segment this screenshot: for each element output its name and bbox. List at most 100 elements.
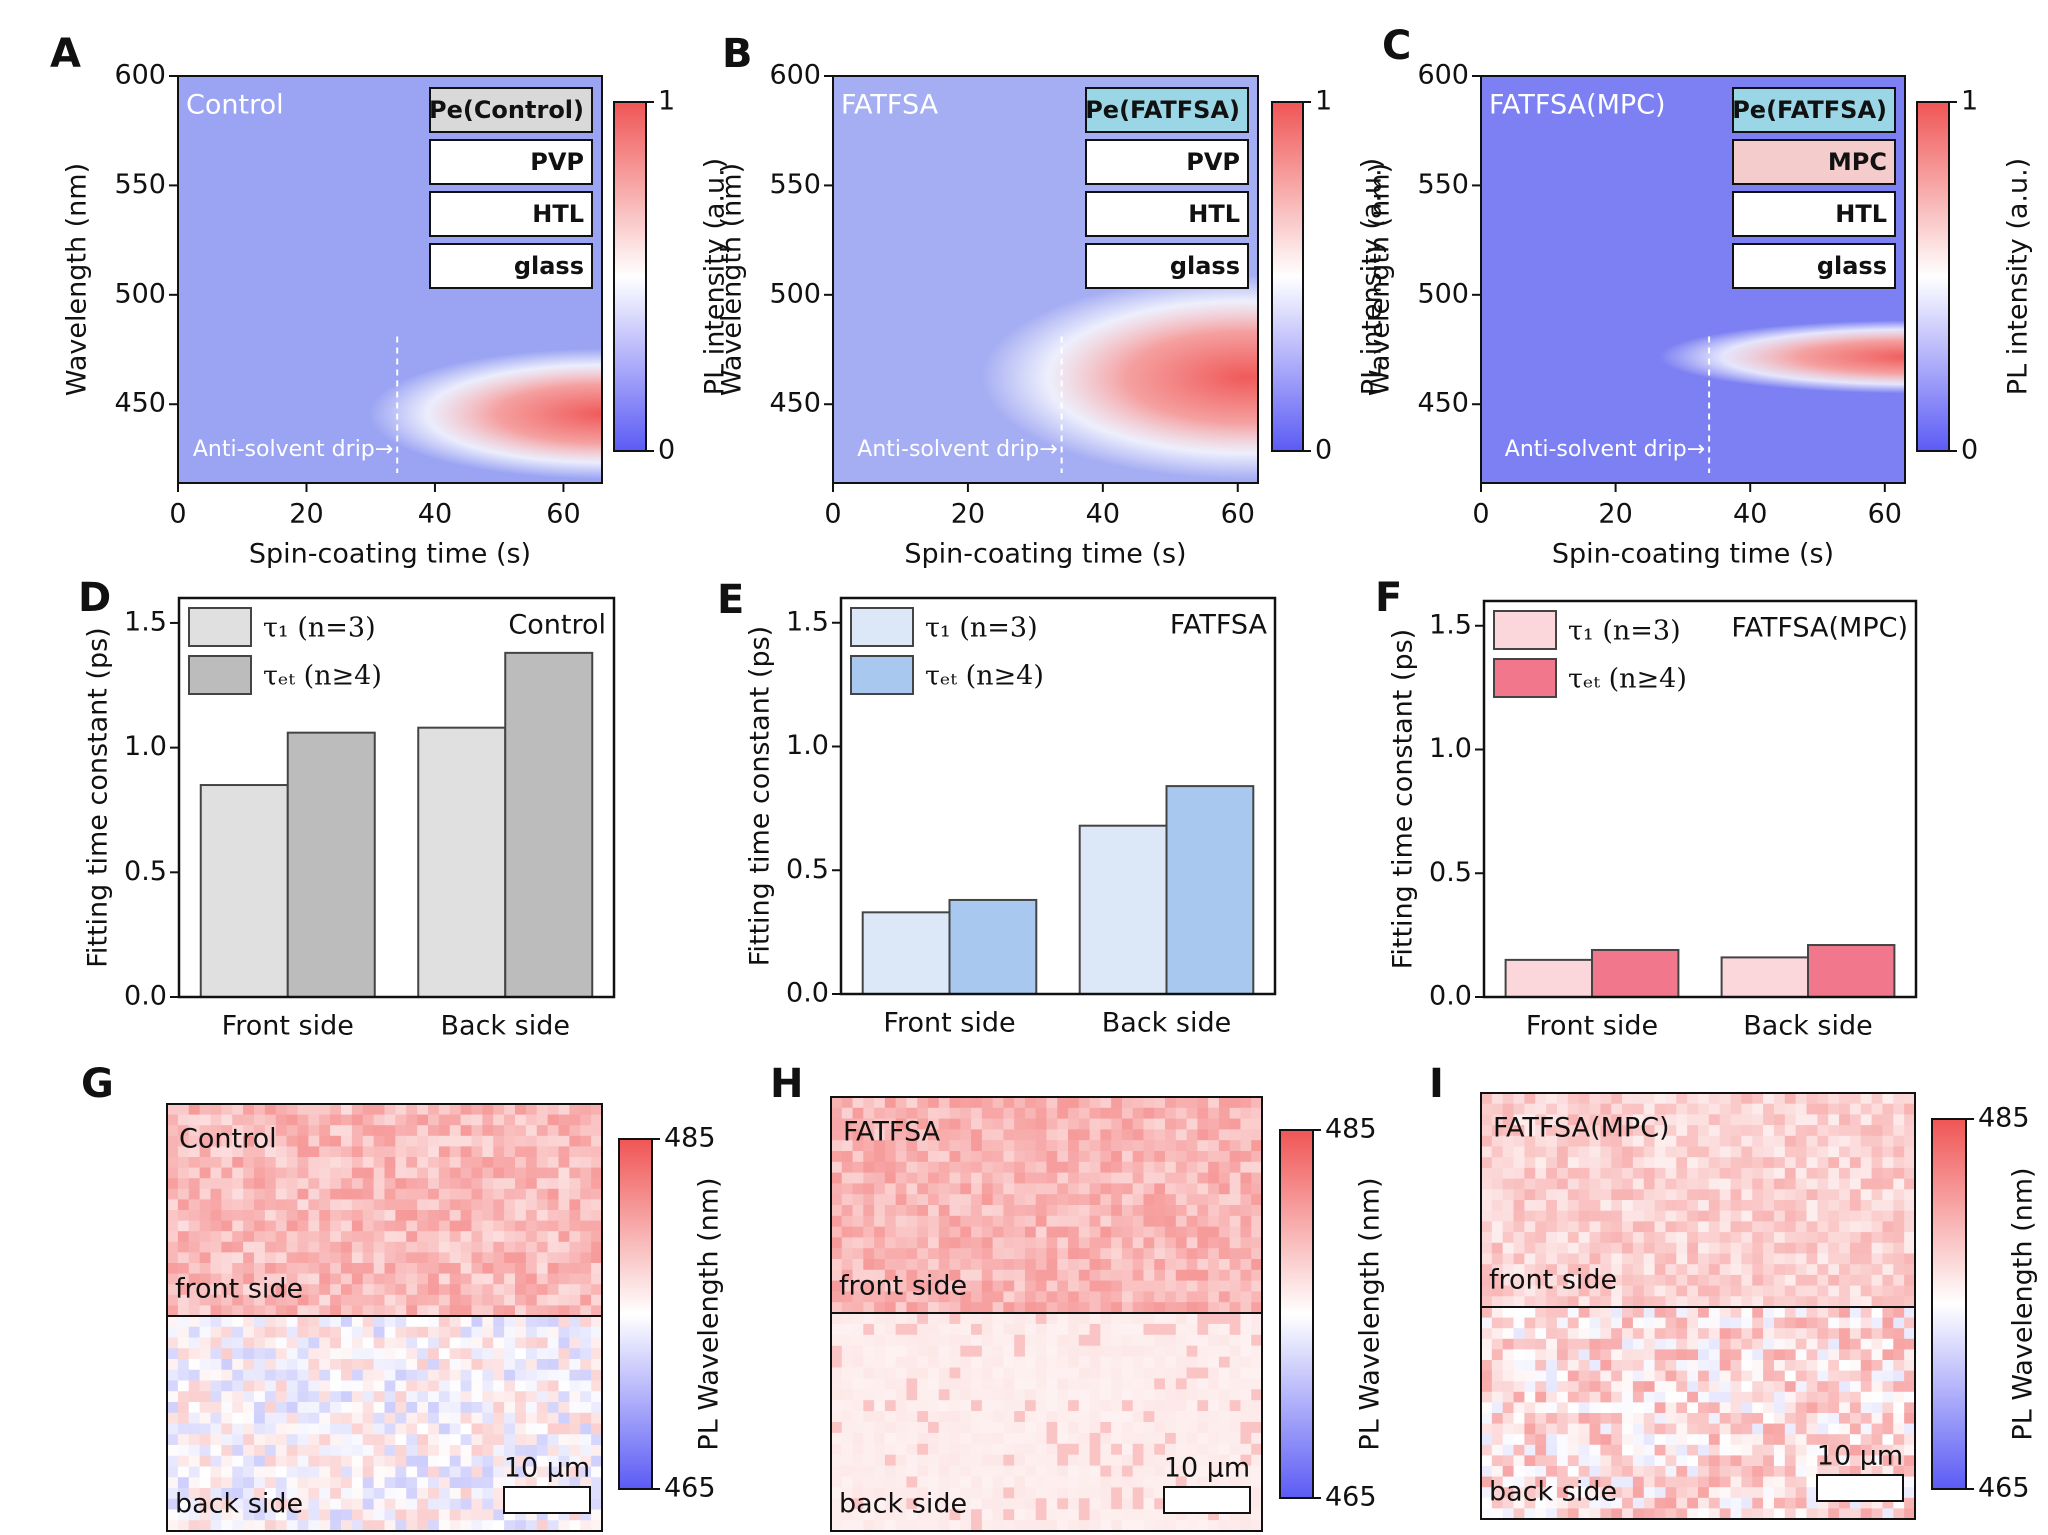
map-pixel — [1632, 1135, 1645, 1147]
map-pixel — [254, 1114, 266, 1126]
map-pixel — [1719, 1200, 1732, 1212]
map-pixel — [1057, 1140, 1069, 1152]
map-pixel — [188, 1380, 201, 1392]
map-pixel — [1003, 1194, 1015, 1206]
map-pixel — [1763, 1349, 1775, 1361]
map-pixel — [536, 1412, 549, 1424]
map-pixel — [992, 1378, 1004, 1390]
map-pixel — [1654, 1114, 1666, 1126]
map-pixel — [1904, 1103, 1916, 1115]
map-pixel — [1240, 1291, 1252, 1303]
map-pixel — [1524, 1466, 1536, 1478]
map-pixel — [167, 1220, 179, 1232]
map-pixel — [243, 1316, 255, 1328]
map-pixel — [831, 1248, 843, 1260]
map-pixel — [1676, 1285, 1688, 1297]
map-pixel — [949, 1248, 961, 1260]
map-pixel — [308, 1135, 320, 1147]
map-pixel — [373, 1114, 385, 1126]
map-pixel — [1218, 1259, 1231, 1271]
map-pixel — [1871, 1349, 1883, 1361]
map-pixel — [221, 1520, 233, 1532]
map-pixel — [1752, 1178, 1764, 1190]
y-tick-label: 450 — [769, 388, 821, 419]
map-pixel — [536, 1477, 549, 1489]
map-pixel — [395, 1337, 407, 1349]
map-pixel — [1893, 1200, 1905, 1212]
map-pixel — [1068, 1367, 1080, 1379]
map-pixel — [1491, 1146, 1504, 1158]
map-pixel — [1546, 1242, 1558, 1254]
map-pixel — [1154, 1237, 1166, 1249]
map-pixel — [1524, 1200, 1536, 1212]
map-pixel — [482, 1488, 494, 1500]
map-pixel — [1089, 1269, 1101, 1282]
map-pixel — [1893, 1307, 1905, 1319]
map-pixel — [1784, 1221, 1797, 1233]
map-pixel — [1513, 1434, 1525, 1446]
map-pixel — [1763, 1232, 1775, 1244]
map-pixel — [1730, 1189, 1742, 1201]
map-pixel — [1535, 1221, 1547, 1233]
map-pixel — [1014, 1389, 1026, 1401]
map-pixel — [1513, 1232, 1525, 1244]
map-pixel — [264, 1146, 277, 1158]
map-pixel — [1502, 1391, 1515, 1403]
map-pixel — [1871, 1232, 1883, 1244]
map-pixel — [1773, 1370, 1786, 1382]
map-pixel — [841, 1389, 854, 1401]
panel-letter: G — [81, 1061, 114, 1107]
map-pixel — [863, 1367, 875, 1379]
map-pixel — [1589, 1349, 1601, 1361]
map-pixel — [1589, 1285, 1601, 1297]
map-pixel — [884, 1323, 897, 1336]
map-pixel — [232, 1477, 244, 1489]
map-pixel — [1078, 1205, 1091, 1217]
map-pixel — [1654, 1146, 1666, 1158]
map-pixel — [1229, 1172, 1241, 1184]
map-pixel — [992, 1498, 1004, 1510]
map-pixel — [1698, 1232, 1710, 1244]
map-pixel — [493, 1114, 505, 1126]
map-pixel — [1524, 1167, 1536, 1180]
map-pixel — [275, 1199, 288, 1211]
map-pixel — [493, 1263, 505, 1275]
map-pixel — [188, 1337, 201, 1349]
map-pixel — [1208, 1129, 1220, 1141]
map-pixel — [992, 1334, 1004, 1347]
map-pixel — [895, 1172, 907, 1184]
map-pixel — [1556, 1253, 1569, 1265]
map-pixel — [406, 1466, 418, 1478]
map-pixel — [1100, 1487, 1112, 1499]
map-pixel — [1556, 1508, 1569, 1520]
map-pixel — [199, 1316, 211, 1328]
map-pixel — [210, 1455, 222, 1467]
map-pixel — [275, 1241, 288, 1253]
map-pixel — [1622, 1167, 1634, 1180]
map-pixel — [938, 1280, 951, 1292]
map-pixel — [1546, 1413, 1558, 1425]
map-pixel — [536, 1199, 549, 1211]
map-pixel — [1481, 1232, 1493, 1244]
map-pixel — [1741, 1221, 1753, 1233]
map-pixel — [362, 1445, 375, 1457]
bar — [286, 731, 376, 998]
map-pixel — [438, 1188, 451, 1200]
map-pixel — [373, 1455, 385, 1467]
map-pixel — [1654, 1157, 1666, 1169]
map-pixel — [1121, 1487, 1134, 1499]
map-pixel — [1078, 1443, 1091, 1456]
map-pixel — [1535, 1466, 1547, 1478]
map-pixel — [1839, 1135, 1851, 1147]
map-pixel — [992, 1509, 1004, 1521]
map-pixel — [1143, 1356, 1155, 1368]
map-pixel — [1143, 1226, 1155, 1238]
map-pixel — [1654, 1476, 1666, 1488]
map-pixel — [1784, 1466, 1797, 1478]
map-pixel — [395, 1402, 407, 1414]
map-pixel — [1197, 1097, 1209, 1109]
map-pixel — [1556, 1338, 1569, 1350]
map-pixel — [1654, 1349, 1666, 1361]
map-pixel — [1719, 1360, 1732, 1372]
map-pixel — [1240, 1432, 1252, 1445]
